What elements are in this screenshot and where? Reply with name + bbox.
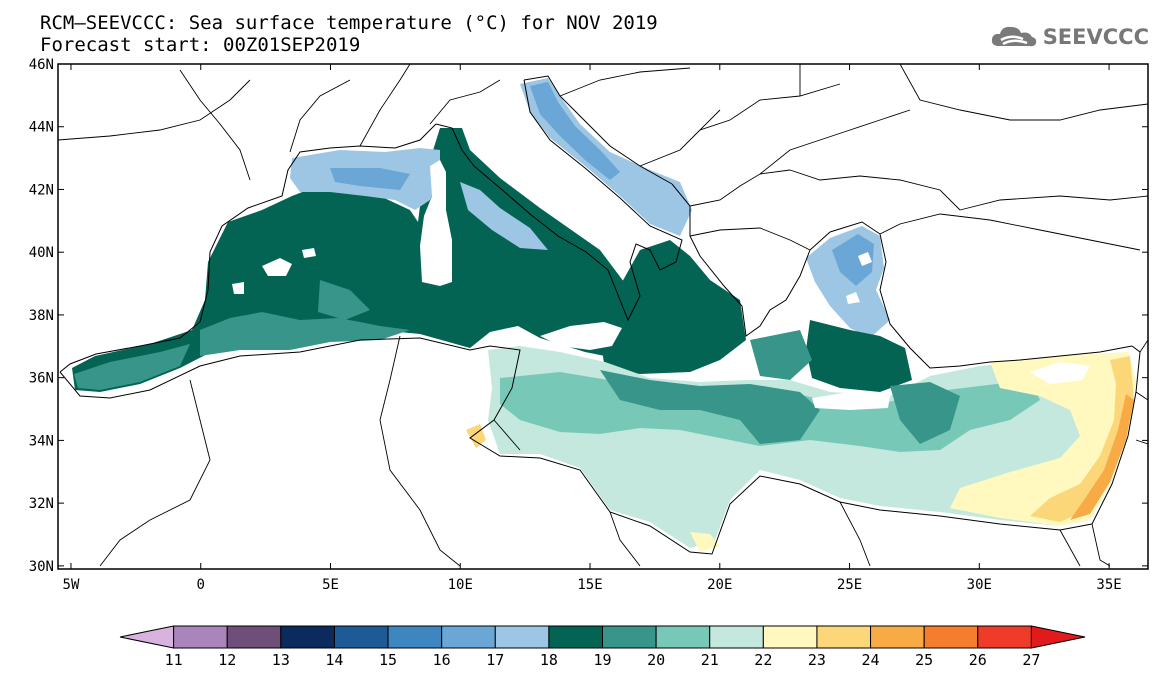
colorbar-boxes xyxy=(119,625,1086,649)
island-ibiza xyxy=(232,282,244,294)
island-aegean-1 xyxy=(858,252,872,266)
colorbar-label: 12 xyxy=(218,651,236,669)
map-title: RCM–SEEVCCC: Sea surface temperature (°C… xyxy=(40,12,658,34)
lat-tick-label: 34N xyxy=(29,433,54,449)
colorbar-box xyxy=(655,625,711,649)
island-sicily xyxy=(540,322,622,350)
colorbar-box xyxy=(280,625,335,649)
lat-tick-label: 32N xyxy=(29,496,54,512)
seevccc-logo: SEEVCCC xyxy=(989,24,1149,50)
colorbar-box xyxy=(762,625,818,649)
coastlines-and-borders xyxy=(58,64,1148,567)
colorbar-box xyxy=(173,625,228,649)
colorbar-label: 27 xyxy=(1022,651,1040,669)
sst-region-levantine-warm xyxy=(1030,356,1134,522)
sea-temperature-field xyxy=(72,78,1136,552)
sst-map: 5W 0 5E 10E 15E 20E 25E 30E 35E 30N 32N 34N 36N 38N 40… xyxy=(29,57,1149,593)
islands xyxy=(232,160,1090,410)
sst-region-alboran xyxy=(74,344,190,390)
lon-tick-label: 20E xyxy=(707,577,732,593)
colorbar-box xyxy=(816,625,872,649)
country-borders xyxy=(58,64,1148,567)
island-cyprus xyxy=(1030,362,1090,384)
colorbar-label: 14 xyxy=(325,651,343,669)
island-aegean-2 xyxy=(846,292,860,304)
lon-tick-label: 10E xyxy=(448,577,473,593)
lat-tick-label: 38N xyxy=(29,308,54,324)
colorbar-box xyxy=(870,625,925,649)
sst-region-adriatic-cool xyxy=(530,82,620,180)
colorbar-label: 11 xyxy=(165,651,183,669)
island-minorca xyxy=(302,248,316,258)
colorbar-box xyxy=(602,625,657,649)
lon-tick-label: 30E xyxy=(967,577,992,593)
colorbar-box xyxy=(226,625,282,649)
colorbar-label: 17 xyxy=(486,651,504,669)
colorbar-label: 18 xyxy=(540,651,558,669)
coastline-turkey xyxy=(829,221,1133,369)
colorbar-label: 24 xyxy=(862,651,880,669)
lat-tick-label: 30N xyxy=(29,559,54,575)
lon-tick-label: 35E xyxy=(1096,577,1121,593)
lon-tick-label: 5E xyxy=(322,577,339,593)
colorbar-arrow-high xyxy=(1030,625,1086,649)
map-axes: 5W 0 5E 10E 15E 20E 25E 30E 35E 30N 32N 34N 36N 38N 40… xyxy=(29,57,1148,593)
sst-region-libyan-coast xyxy=(690,532,720,552)
colorbar-label: 16 xyxy=(433,651,451,669)
colorbar-label: 26 xyxy=(969,651,987,669)
colorbar-box xyxy=(709,625,764,649)
sst-region-aegean-cool xyxy=(832,234,874,286)
colorbar-arrow-low xyxy=(119,625,175,649)
sst-region-aegean-south xyxy=(806,320,912,392)
sst-region-algerian xyxy=(318,280,370,320)
logo-text: SEEVCCC xyxy=(1042,25,1149,49)
lat-tick-label: 46N xyxy=(29,57,54,73)
colorbar-box xyxy=(387,625,443,649)
sst-region-cretan xyxy=(750,330,812,380)
lat-tick-label: 42N xyxy=(29,182,54,198)
sst-region-ionian xyxy=(600,240,746,374)
island-mallorca xyxy=(262,258,292,276)
map-frame xyxy=(57,63,1149,570)
lon-tick-label: 25E xyxy=(837,577,862,593)
colorbar-box xyxy=(441,625,496,649)
colorbar-labels: 11 12 13 14 15 16 17 18 19 20 21 22 23 24 25 26 27 xyxy=(165,651,1041,669)
sst-region-central-deep xyxy=(600,370,820,444)
colorbar-box xyxy=(923,625,979,649)
lon-tick-label: 5W xyxy=(63,577,80,593)
island-corsica-sardinia xyxy=(420,160,452,286)
colorbar-box xyxy=(977,625,1032,649)
cloud-icon xyxy=(991,26,1036,47)
lat-tick-label: 40N xyxy=(29,245,54,261)
sst-region-tyrrhenian xyxy=(460,182,548,250)
coastline-levant xyxy=(1091,345,1141,525)
sst-region-ligurian-cool xyxy=(330,168,410,190)
colorbar-box xyxy=(333,625,389,649)
lon-tick-label: 15E xyxy=(577,577,602,593)
coastline-france-spain xyxy=(59,123,437,373)
sst-region-rhodes-gyre xyxy=(890,382,960,444)
sst-region-levantine-hot xyxy=(1070,394,1134,520)
colorbar-label: 22 xyxy=(754,651,772,669)
island-crete xyxy=(812,392,890,410)
colorbar-label: 15 xyxy=(379,651,397,669)
colorbar-label: 19 xyxy=(593,651,611,669)
colorbar-label: 21 xyxy=(701,651,719,669)
lat-tick-label: 36N xyxy=(29,371,54,387)
colorbar-label: 20 xyxy=(647,651,665,669)
sst-region-balearic xyxy=(200,312,410,356)
colorbar-label: 13 xyxy=(272,651,290,669)
lon-tick-label: 0 xyxy=(197,577,205,593)
coastline-italy-east xyxy=(435,79,683,322)
colorbar-box xyxy=(494,625,550,649)
forecast-start-label: Forecast start: 00Z01SEP2019 xyxy=(40,34,361,56)
colorbar-label: 23 xyxy=(808,651,826,669)
colorbar-box xyxy=(548,625,604,649)
colorbar-label: 25 xyxy=(915,651,933,669)
lat-tick-label: 44N xyxy=(29,120,54,136)
